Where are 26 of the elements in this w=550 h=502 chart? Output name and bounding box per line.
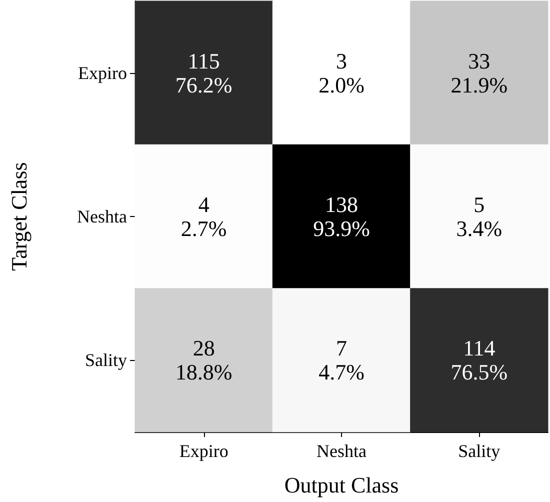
- y-axis-title: Target Class: [6, 162, 32, 271]
- x-tick-label: Sality: [458, 441, 500, 461]
- annotation: 3.4%: [456, 216, 502, 241]
- data-label: 115: [188, 48, 220, 74]
- data-label: 7: [336, 336, 347, 361]
- x-tick-label: Expiro: [179, 441, 228, 461]
- annotation: 76.2%: [175, 72, 232, 98]
- annotation: 93.9%: [313, 216, 370, 241]
- x-axis-title: Output Class: [284, 472, 399, 498]
- data-label: 33: [468, 48, 490, 74]
- data-label: 5: [474, 192, 485, 217]
- annotation: 76.5%: [450, 360, 508, 385]
- annotation: 18.8%: [175, 360, 232, 385]
- data-label: 28: [192, 336, 215, 361]
- y-tick-label: Neshta: [77, 206, 128, 226]
- y-tick-label: Expiro: [78, 62, 127, 83]
- data-label: 4: [198, 192, 210, 217]
- annotation: 2.0%: [318, 72, 364, 98]
- annotation: 2.7%: [180, 216, 227, 241]
- data-label: 3: [336, 48, 347, 74]
- annotation: 21.9%: [450, 72, 508, 98]
- y-tick-label: Sality: [84, 350, 127, 370]
- x-tick-label: Neshta: [316, 441, 366, 461]
- data-label: 138: [325, 192, 358, 217]
- data-label: 114: [463, 336, 496, 361]
- annotation: 4.7%: [318, 360, 364, 385]
